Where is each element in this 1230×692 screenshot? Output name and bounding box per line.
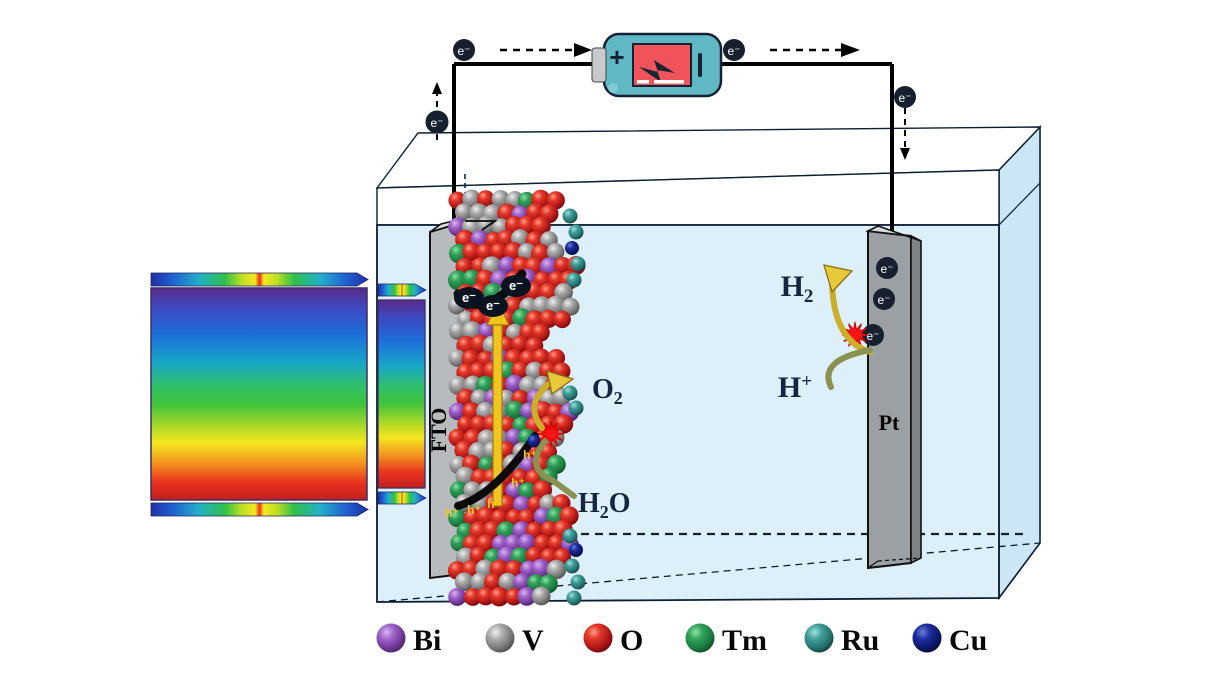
svg-text:Ru: Ru	[841, 624, 879, 657]
svg-text:Pt: Pt	[879, 410, 900, 435]
svg-text:Tm: Tm	[722, 624, 767, 657]
svg-text:e⁻: e⁻	[898, 91, 911, 105]
svg-text:Cu: Cu	[949, 624, 987, 657]
svg-text:h⁺: h⁺	[467, 503, 481, 517]
svg-text:e⁻: e⁻	[462, 290, 476, 305]
svg-text:e⁻: e⁻	[880, 262, 893, 276]
svg-text:FTO: FTO	[426, 408, 451, 453]
svg-text:Bi: Bi	[413, 624, 441, 657]
svg-text:h⁺: h⁺	[445, 506, 459, 520]
svg-text:e⁻: e⁻	[727, 44, 740, 58]
svg-text:e⁻: e⁻	[430, 116, 443, 130]
svg-text:h⁺: h⁺	[487, 497, 501, 511]
svg-text:O: O	[620, 624, 643, 657]
svg-text:e⁻: e⁻	[486, 298, 500, 313]
svg-text:h⁺: h⁺	[511, 476, 525, 490]
svg-text:e⁻: e⁻	[866, 329, 879, 343]
svg-text:+: +	[609, 42, 624, 72]
svg-text:e⁻: e⁻	[509, 278, 523, 293]
svg-text:e⁻: e⁻	[457, 44, 470, 58]
svg-text:e⁻: e⁻	[877, 293, 890, 307]
svg-text:V: V	[522, 624, 544, 657]
